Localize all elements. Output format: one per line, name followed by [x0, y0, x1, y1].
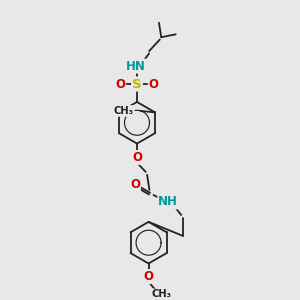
Text: CH₃: CH₃	[152, 290, 172, 299]
Text: NH: NH	[158, 195, 178, 208]
Text: CH₃: CH₃	[114, 106, 134, 116]
Text: O: O	[132, 151, 142, 164]
Text: HN: HN	[126, 60, 146, 73]
Text: S: S	[132, 77, 142, 91]
Text: O: O	[144, 270, 154, 283]
Text: O: O	[115, 77, 125, 91]
Text: O: O	[149, 77, 159, 91]
Text: O: O	[130, 178, 140, 190]
